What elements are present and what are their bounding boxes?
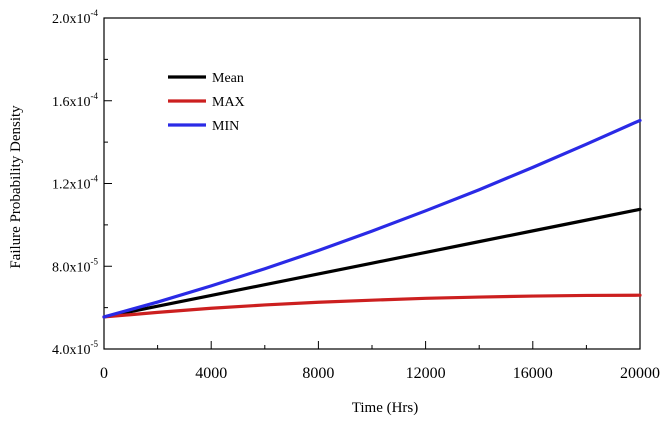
legend-label-min: MIN — [212, 119, 239, 134]
series-line-min — [102, 118, 642, 319]
x-tick-label: 20000 — [620, 365, 660, 382]
legend-label-max: MAX — [212, 95, 245, 110]
y-tick-label: 2.0x10-4 — [52, 8, 98, 27]
series-layer — [102, 118, 642, 319]
x-axis-ticks: 0 4000 8000 12000 16000 20000 — [100, 341, 660, 382]
y-tick-label: 1.6x10-4 — [52, 91, 98, 110]
y-tick-label: 1.2x10-4 — [52, 174, 98, 193]
series-line-mean — [102, 207, 642, 319]
x-axis-label: Time (Hrs) — [352, 400, 419, 416]
y-tick-label: 8.0x10-5 — [52, 256, 98, 275]
y-tick-label: 4.0x10-5 — [52, 339, 98, 358]
y-axis-ticks: 4.0x10-5 8.0x10-5 1.2x10-4 1.6x10-4 2.0x10-4 — [52, 8, 112, 358]
legend: Mean MAX MIN — [168, 71, 245, 134]
series-line-max — [102, 293, 642, 319]
legend-label-mean: Mean — [212, 71, 244, 86]
x-tick-label: 0 — [100, 365, 108, 382]
x-tick-label: 12000 — [406, 365, 446, 382]
x-tick-label: 16000 — [513, 365, 553, 382]
y-axis-label: Failure Probability Density — [8, 105, 24, 269]
x-tick-label: 8000 — [302, 365, 334, 382]
x-tick-label: 4000 — [195, 365, 227, 382]
